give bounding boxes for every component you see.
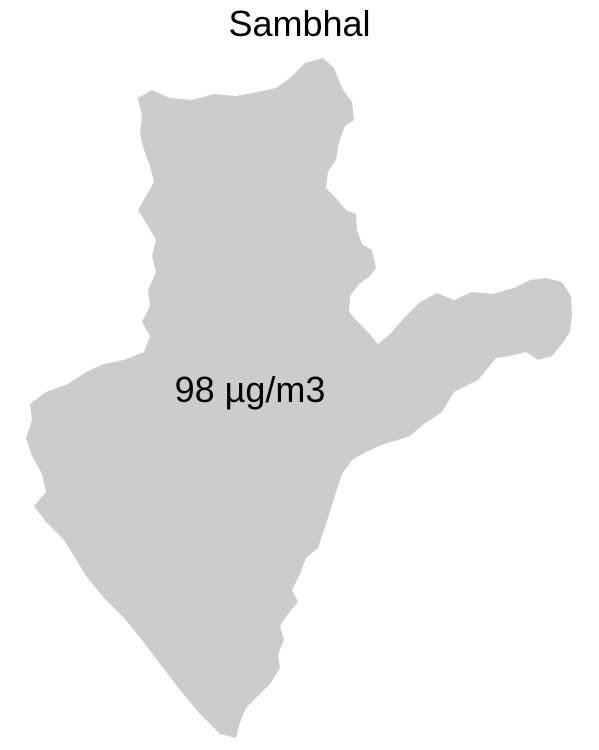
district-shape: [26, 58, 572, 738]
map-title: Sambhal: [228, 3, 371, 44]
pollution-value-label: 98 µg/m3: [174, 369, 326, 410]
